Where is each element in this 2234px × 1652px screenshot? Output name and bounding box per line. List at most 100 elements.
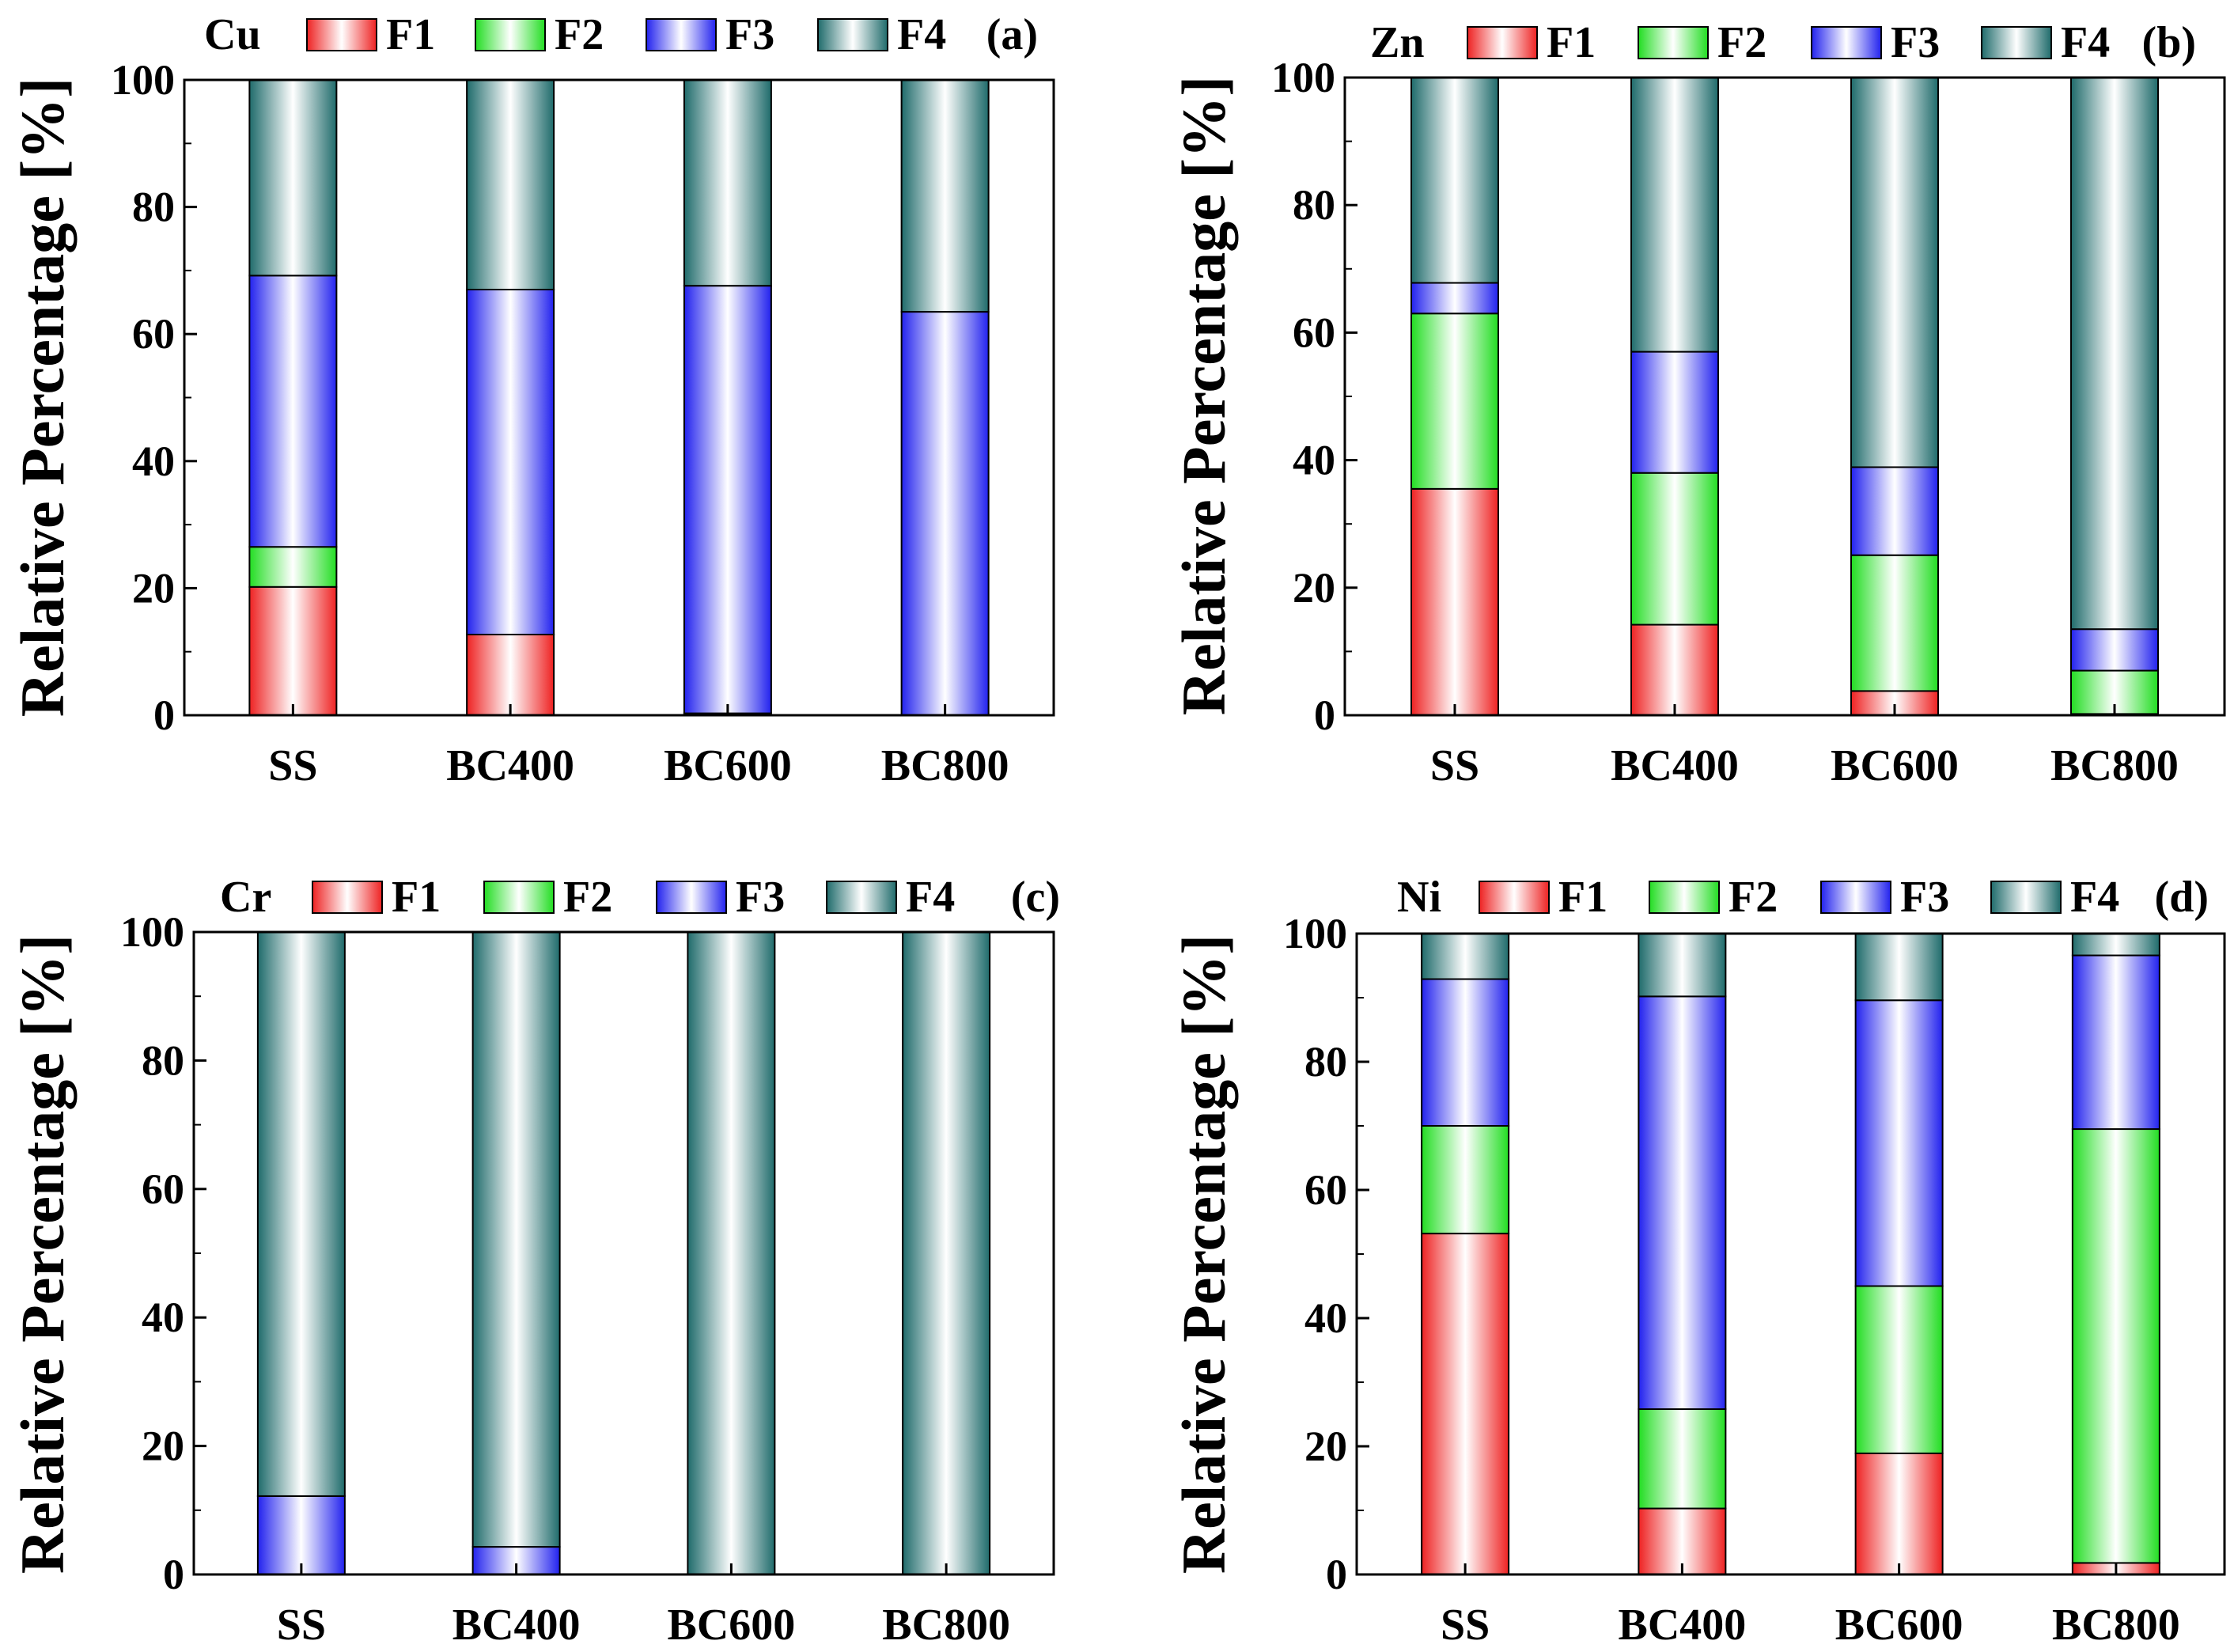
- legend-swatch-F1: [306, 18, 377, 51]
- legend-swatch-F4: [1981, 26, 2052, 59]
- legend-swatch-F2: [1638, 26, 1709, 59]
- bar-SS-F2: [248, 546, 338, 588]
- bar-BC800-F4: [2070, 77, 2159, 631]
- legend-label-F4: F4: [2070, 873, 2119, 922]
- legend-swatch-F3: [1811, 26, 1882, 59]
- legend-swatch-F1: [1479, 881, 1550, 914]
- bar-stack-BC400: [1638, 933, 1727, 1575]
- bar-BC400-F3: [466, 288, 555, 636]
- bar-BC800-F3: [2071, 954, 2160, 1131]
- bar-stack-SS: [1421, 933, 1510, 1575]
- y-tick-label: 100: [120, 908, 184, 956]
- bar-stack-BC600: [1854, 933, 1944, 1576]
- y-tick-label: 20: [1293, 564, 1335, 612]
- bar-stack-SS: [1410, 77, 1499, 716]
- x-tick-label-SS: SS: [277, 1601, 326, 1650]
- panel-b: 0 20 40 60 80 100 SS BC400 BC600 BC800 Relative Pe…: [1169, 18, 2226, 790]
- legend-label-F2: F2: [1729, 873, 1778, 922]
- x-tick-label-BC400: BC400: [1611, 741, 1739, 790]
- bar-BC800-F4: [2071, 933, 2160, 957]
- bar-BC600-F2: [1850, 554, 1939, 692]
- bar-stack-BC400: [1630, 77, 1719, 716]
- y-tick-label: 60: [1293, 309, 1335, 356]
- legend: F1 F2 F3 F4: [1467, 18, 2110, 67]
- y-tick-label: 20: [142, 1423, 184, 1470]
- legend-swatch-F4: [817, 18, 888, 51]
- x-tick-label-BC800: BC800: [882, 1601, 1010, 1650]
- bar-BC600-F4: [687, 931, 776, 1575]
- bar-stack-SS: [256, 931, 346, 1576]
- y-tick-label: 60: [132, 310, 175, 358]
- y-tick-label: 60: [142, 1165, 184, 1213]
- x-tick-label-BC800: BC800: [881, 741, 1009, 790]
- legend: F1 F2 F3 F4: [1479, 873, 2119, 922]
- y-tick-label: 0: [153, 691, 175, 739]
- panel-c: 0 20 40 60 80 100 SS BC400 BC600 BC800 Relative Pe…: [8, 873, 1060, 1650]
- y-tick-label: 40: [142, 1294, 184, 1341]
- element-label: Zn: [1370, 18, 1425, 67]
- bar-BC400-F1: [1630, 623, 1719, 716]
- y-axis-title: Relative Percentage [%]: [1169, 934, 1238, 1574]
- x-tick-label-BC400: BC400: [446, 741, 574, 790]
- x-tick-label-SS: SS: [268, 741, 317, 790]
- y-tick-label: 40: [132, 438, 175, 485]
- legend-swatch-F3: [656, 881, 727, 914]
- bar-SS-F4: [256, 931, 346, 1497]
- bar-BC600-F3: [683, 285, 772, 714]
- bar-BC800-F4: [900, 79, 990, 313]
- bar-SS-F3: [256, 1495, 346, 1576]
- bar-SS-F3: [1421, 978, 1510, 1127]
- legend-swatch-F2: [483, 881, 555, 914]
- panel-a: 0 20 40 60 80 100 SS BC400 BC600 BC800 Relative Pe…: [8, 10, 1055, 790]
- bar-BC600-F4: [1854, 933, 1944, 1002]
- bar-stack-SS: [248, 79, 338, 716]
- bar-BC600-F4: [1850, 77, 1939, 468]
- bar-BC800-F3: [2070, 628, 2159, 672]
- legend-label-F3: F3: [736, 873, 785, 922]
- bar-BC400-F3: [1630, 350, 1719, 474]
- bar-stack-BC600: [1850, 77, 1939, 717]
- y-tick-label: 80: [132, 184, 175, 231]
- legend-label-F2: F2: [555, 10, 604, 59]
- bar-BC400-F4: [466, 79, 555, 290]
- legend-swatch-F3: [1820, 881, 1891, 914]
- bar-BC400-F2: [1638, 1408, 1727, 1510]
- bar-BC400-F4: [1630, 77, 1719, 353]
- bar-BC600-F4: [683, 79, 772, 287]
- bar-SS-F1: [1410, 487, 1499, 716]
- bar-stack-BC800: [902, 931, 991, 1575]
- x-tick-label-BC600: BC600: [1835, 1601, 1963, 1650]
- y-axis-title: Relative Percentage [%]: [8, 78, 77, 718]
- bar-SS-F1: [1421, 1233, 1510, 1575]
- x-tick-label-BC600: BC600: [667, 1601, 795, 1650]
- legend-swatch-F2: [475, 18, 546, 51]
- legend-label-F3: F3: [1900, 873, 1949, 922]
- bar-stack-BC800: [900, 79, 990, 716]
- bar-stack-BC600: [687, 931, 776, 1575]
- bar-stack-BC800: [2070, 77, 2159, 717]
- legend-swatch-F2: [1649, 881, 1720, 914]
- legend: F1 F2 F3 F4: [312, 873, 955, 922]
- panel-d: 0 20 40 60 80 100 SS BC400 BC600 BC800 Relative Pe…: [1169, 873, 2226, 1650]
- legend: F1 F2 F3 F4: [306, 10, 946, 59]
- y-tick-label: 100: [111, 56, 175, 104]
- y-tick-label: 20: [1304, 1423, 1347, 1470]
- y-axis-title: Relative Percentage [%]: [1169, 76, 1238, 716]
- legend-swatch-F4: [1990, 881, 2062, 914]
- y-tick-label: 100: [1283, 910, 1347, 957]
- bar-BC400-F4: [471, 931, 561, 1548]
- legend-label-F3: F3: [1891, 18, 1940, 67]
- legend-swatch-F3: [646, 18, 717, 51]
- x-tick-label-BC600: BC600: [1831, 741, 1959, 790]
- legend-label-F4: F4: [897, 10, 946, 59]
- legend-label-F1: F1: [1547, 18, 1596, 67]
- y-axis-title: Relative Percentage [%]: [8, 934, 77, 1574]
- bar-BC800-F3: [900, 311, 990, 716]
- y-tick-label: 40: [1293, 437, 1335, 484]
- x-tick-label-BC400: BC400: [1618, 1601, 1746, 1650]
- y-tick-label: 100: [1271, 54, 1335, 101]
- legend-label-F2: F2: [563, 873, 612, 922]
- legend-label-F1: F1: [386, 10, 435, 59]
- element-label: Cr: [220, 873, 271, 922]
- bar-SS-F3: [1410, 282, 1499, 315]
